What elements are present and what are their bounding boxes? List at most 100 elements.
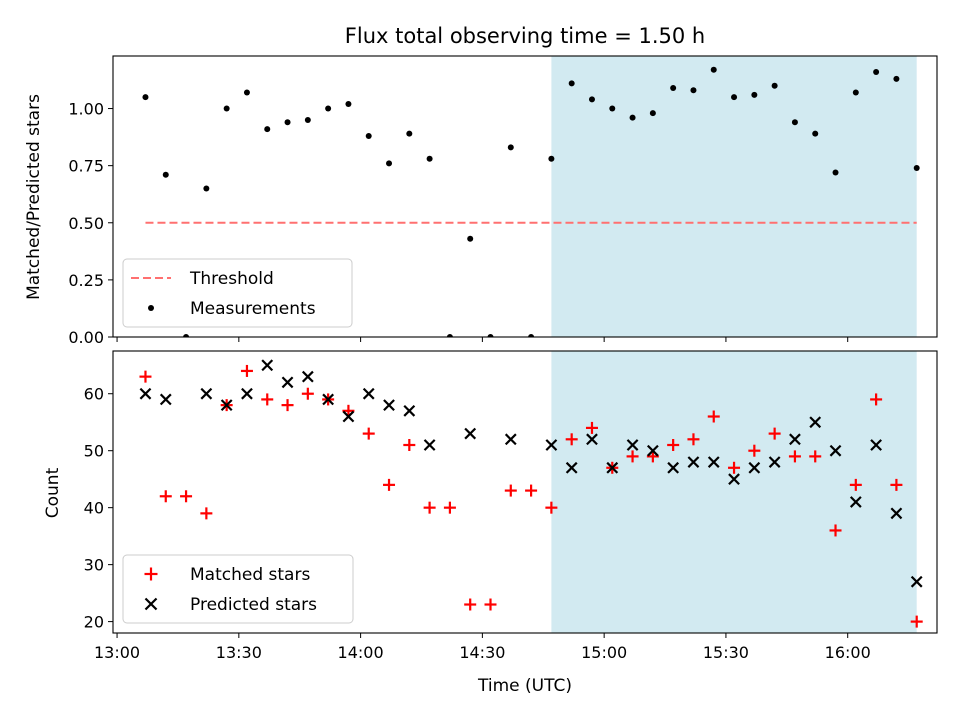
data-point <box>159 490 172 503</box>
y-tick-label: 20 <box>84 613 104 632</box>
data-point <box>870 393 883 406</box>
data-point <box>403 439 416 451</box>
data-point <box>180 490 193 503</box>
data-point <box>545 501 558 514</box>
data-point <box>687 456 700 468</box>
data-point <box>649 110 656 117</box>
observing-window-shade <box>551 351 917 633</box>
data-point <box>284 119 291 126</box>
data-point <box>301 387 314 400</box>
data-point <box>565 461 578 474</box>
data-point <box>646 450 659 463</box>
legend-label: Threshold <box>189 269 274 289</box>
data-point <box>809 450 822 463</box>
data-point <box>426 155 433 162</box>
data-point <box>588 96 595 103</box>
plot-area <box>139 351 923 633</box>
data-point <box>362 427 375 440</box>
y-tick-label: 60 <box>84 385 104 404</box>
legend-label: Measurements <box>190 299 316 319</box>
data-point <box>467 235 474 242</box>
data-point <box>771 82 778 89</box>
data-point <box>829 444 842 457</box>
data-point <box>731 94 738 101</box>
data-point <box>464 427 477 440</box>
data-point <box>403 404 416 417</box>
plot-area <box>142 56 920 337</box>
data-point <box>139 370 152 383</box>
data-point <box>748 444 761 457</box>
data-point <box>849 496 862 508</box>
data-point <box>261 359 274 372</box>
y-tick-label: 0.00 <box>68 328 104 347</box>
data-point <box>585 421 598 434</box>
x-tick-label: 14:00 <box>338 643 384 662</box>
data-point <box>873 68 880 75</box>
data-point <box>626 450 639 463</box>
data-point <box>386 160 393 167</box>
data-point <box>548 155 555 162</box>
data-point <box>609 105 616 112</box>
data-point <box>768 427 781 440</box>
data-point <box>504 484 517 497</box>
data-point <box>687 433 700 446</box>
x-tick-label: 14:30 <box>459 643 505 662</box>
axes-frame <box>112 350 938 634</box>
data-point <box>464 598 477 611</box>
data-point <box>893 75 900 82</box>
data-point <box>646 444 659 457</box>
data-point <box>829 524 842 537</box>
data-point <box>545 439 558 451</box>
data-point <box>629 114 636 121</box>
data-point <box>487 334 494 337</box>
legend-label: Matched stars <box>190 565 310 585</box>
y-tick-label: 30 <box>84 556 104 575</box>
data-point <box>304 116 311 123</box>
data-point <box>910 575 923 588</box>
data-point <box>690 87 697 94</box>
data-point <box>707 410 720 423</box>
y-tick-label: 0.75 <box>68 157 104 176</box>
data-point <box>507 144 514 151</box>
data-point <box>528 334 535 337</box>
data-point <box>322 393 335 406</box>
data-point <box>670 84 677 91</box>
y-tick-label: 0.50 <box>68 214 104 233</box>
legend-marker <box>144 567 158 581</box>
data-point <box>220 399 233 411</box>
data-point <box>223 105 230 112</box>
data-point <box>183 334 190 337</box>
data-point <box>626 439 639 451</box>
data-point <box>383 399 395 411</box>
data-point <box>261 393 274 406</box>
data-point <box>788 450 801 463</box>
data-point <box>707 456 720 468</box>
data-point <box>606 461 619 474</box>
data-point <box>768 456 781 468</box>
data-point <box>365 132 372 139</box>
data-point <box>325 105 332 112</box>
data-point <box>667 439 680 451</box>
data-point <box>423 439 436 451</box>
legend-marker <box>148 305 154 311</box>
data-point <box>586 433 598 446</box>
x-tick-label: 13:30 <box>216 643 262 662</box>
data-point <box>791 119 798 126</box>
bottom-y-axis-label: Count <box>43 467 63 518</box>
series-predicted-stars <box>139 359 923 588</box>
data-point <box>789 433 801 446</box>
data-point <box>913 164 920 171</box>
data-point <box>406 130 413 137</box>
data-point <box>200 507 213 520</box>
data-point <box>203 185 210 192</box>
data-point <box>748 461 761 474</box>
data-point <box>812 130 819 137</box>
legend-label: Predicted stars <box>190 595 317 615</box>
axes-frame <box>112 55 938 338</box>
data-point <box>728 473 740 486</box>
data-point <box>568 80 575 87</box>
data-point <box>443 501 456 514</box>
x-tick-label: 15:00 <box>581 643 627 662</box>
data-point <box>525 484 538 497</box>
